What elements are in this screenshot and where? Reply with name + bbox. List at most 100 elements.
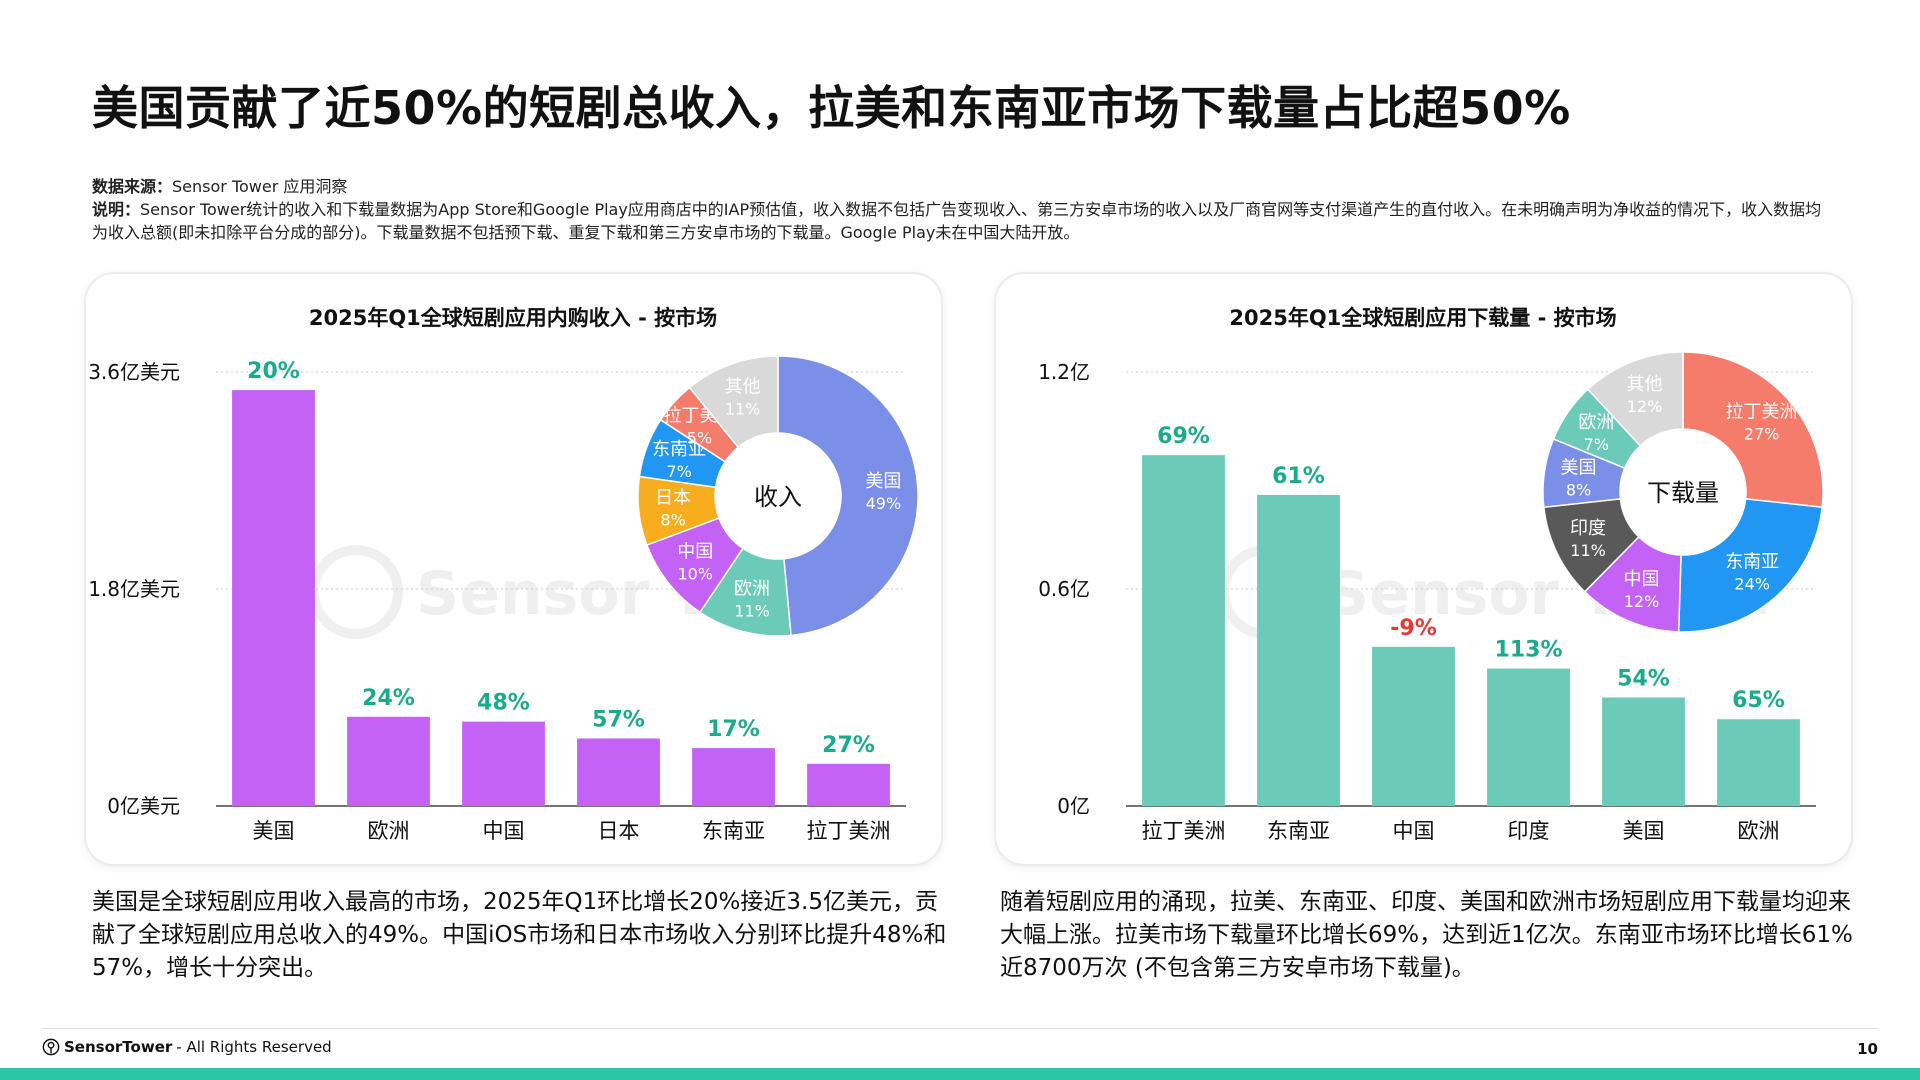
bar (1257, 494, 1340, 806)
x-tick-label: 欧洲 (368, 819, 410, 843)
downloads-caption: 随着短剧应用的涌现，拉美、东南亚、印度、美国和欧洲市场短剧应用下载量均迎来大幅上… (1000, 889, 1853, 981)
bar (692, 748, 775, 806)
pie-slice-label: 中国 (1623, 569, 1659, 590)
growth-label: -9% (1390, 616, 1436, 641)
pie-slice-label: 东南亚 (652, 439, 706, 460)
chart-title: 2025年Q1全球短剧应用内购收入 - 按市场 (309, 306, 717, 330)
pie-center-label: 下载量 (1647, 479, 1719, 507)
pie-slice-value: 11% (1570, 541, 1606, 560)
sensor-tower-logo-icon (42, 1038, 60, 1056)
footer-rights: - All Rights Reserved (176, 1038, 332, 1056)
growth-label: 57% (592, 707, 645, 732)
y-tick-label: 0亿美元 (107, 794, 180, 818)
pie-slice-value: 11% (734, 601, 770, 620)
bar (462, 721, 545, 806)
methodology-note: 说明：Sensor Tower统计的收入和下载量数据为App Store和Goo… (92, 198, 1832, 244)
footer-brand: SensorTower - All Rights Reserved (42, 1038, 332, 1056)
x-tick-label: 中国 (1393, 819, 1435, 843)
footer-divider (42, 1028, 1878, 1029)
downloads-chart-card: Sensor Tower 2025年Q1全球短剧应用下载量 - 按市场 0亿 0.6亿… (996, 274, 1851, 864)
source-label: 数据来源： (92, 177, 173, 196)
revenue-chart-card: Sensor Tower 2025年Q1全球短剧应用内购收入 - 按市场 0亿美元 1… (86, 274, 941, 864)
inset-donut: 拉丁美洲 27% 东南亚 24% 中国 12% 印度 11% 美国 8% 欧洲 7% 其他 12% 下载量 (1542, 351, 1824, 633)
bar (1602, 697, 1685, 806)
bar (1142, 455, 1225, 806)
pie-slice-value: 24% (1734, 575, 1770, 594)
bar (577, 738, 660, 806)
pie-slice (777, 355, 919, 637)
growth-label: 48% (477, 691, 530, 716)
pie-slice-value: 12% (1627, 397, 1663, 416)
x-tick-label: 日本 (598, 819, 640, 843)
pie-slice-label: 美国 (865, 471, 901, 492)
footer-brand-name: SensorTower (64, 1038, 173, 1056)
revenue-caption: 美国是全球短剧应用收入最高的市场，2025年Q1环比增长20%接近3.5亿美元，… (92, 889, 947, 981)
x-tick-label: 美国 (253, 819, 295, 843)
x-tick-label: 拉丁美洲 (807, 819, 891, 843)
page-title: 美国贡献了近50%的短剧总收入，拉美和东南亚市场下载量占比超50% (92, 81, 1571, 135)
pie-slice-value: 8% (660, 510, 685, 529)
bottom-accent-bar (0, 1068, 1920, 1080)
chart-title: 2025年Q1全球短剧应用下载量 - 按市场 (1229, 306, 1616, 330)
pie-center-label: 收入 (754, 483, 802, 511)
pie-slice-value: 5% (687, 429, 712, 448)
pie-slice-label: 欧洲 (1578, 412, 1614, 433)
bar (1372, 646, 1455, 806)
note-text: Sensor Tower统计的收入和下载量数据为App Store和Google… (92, 200, 1822, 242)
bar (232, 390, 315, 806)
x-tick-label: 东南亚 (1267, 819, 1330, 843)
bar (1717, 719, 1800, 806)
pie-slice-value: 10% (677, 564, 713, 583)
growth-label: 24% (362, 686, 415, 711)
growth-label: 20% (247, 359, 300, 384)
pie-slice-label: 中国 (677, 541, 713, 562)
y-tick-label: 0亿 (1057, 794, 1090, 818)
pie-slice-value: 12% (1624, 592, 1660, 611)
note-label: 说明： (92, 200, 141, 219)
pie-slice-label: 美国 (1561, 457, 1597, 478)
growth-label: 61% (1272, 464, 1325, 489)
pie-slice-value: 49% (866, 494, 902, 513)
growth-label: 113% (1495, 638, 1563, 663)
bar (1487, 668, 1570, 806)
y-tick-label: 1.2亿 (1038, 360, 1090, 384)
growth-label: 69% (1157, 424, 1210, 449)
x-tick-label: 印度 (1508, 819, 1550, 843)
bar (807, 763, 890, 806)
growth-label: 27% (822, 733, 875, 758)
pie-slice-value: 8% (1566, 480, 1591, 499)
x-tick-label: 东南亚 (702, 819, 765, 843)
pie-slice-label: 欧洲 (734, 578, 770, 599)
pie-slice-label: 其他 (1627, 374, 1663, 395)
pie-slice-label: 印度 (1570, 518, 1606, 539)
pie-slice (1682, 351, 1824, 509)
pie-slice-label: 拉丁美洲 (1726, 402, 1798, 423)
pie-slice (1677, 498, 1823, 633)
pie-slice-value: 7% (666, 462, 691, 481)
pie-slice-label: 东南亚 (1725, 552, 1779, 573)
y-tick-label: 1.8亿美元 (88, 577, 180, 601)
pie-slice (688, 355, 779, 449)
pie-slice-value: 27% (1744, 425, 1780, 444)
pie-slice-label: 日本 (655, 487, 691, 508)
y-tick-label: 0.6亿 (1038, 577, 1090, 601)
page-number: 10 (1857, 1040, 1878, 1058)
pie-slice (1586, 351, 1684, 447)
data-source: 数据来源：Sensor Tower 应用洞察 (92, 173, 347, 197)
x-tick-label: 美国 (1623, 819, 1665, 843)
bar (347, 716, 430, 806)
pie-slice-label: 其他 (725, 377, 761, 398)
x-tick-label: 拉丁美洲 (1142, 819, 1226, 843)
source-text: Sensor Tower 应用洞察 (172, 177, 348, 196)
growth-label: 17% (707, 717, 760, 742)
pie-slice-value: 7% (1584, 435, 1609, 454)
growth-label: 65% (1732, 688, 1785, 713)
pie-slice-value: 11% (725, 400, 761, 419)
watermark-icon (309, 545, 403, 639)
growth-label: 54% (1617, 667, 1670, 692)
x-tick-label: 欧洲 (1738, 819, 1780, 843)
x-tick-label: 中国 (483, 819, 525, 843)
